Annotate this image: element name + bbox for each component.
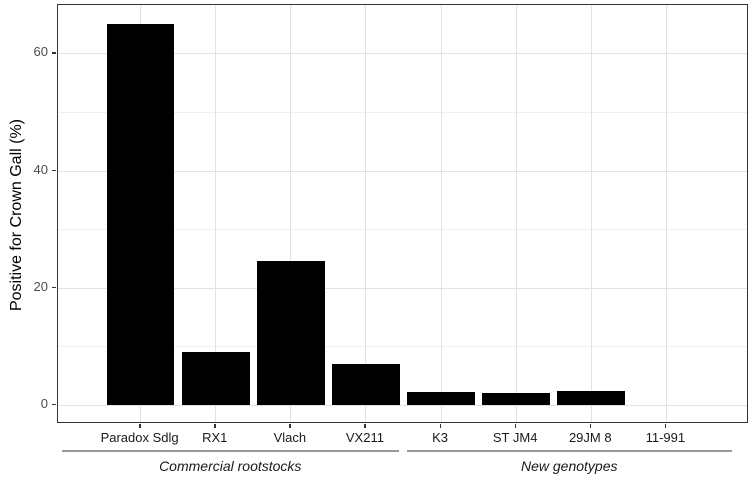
category-gridline — [665, 5, 667, 422]
y-tick-mark — [52, 286, 56, 289]
y-tick-label: 40 — [33, 161, 48, 177]
bar-paradox-sdlg — [106, 24, 175, 405]
y-tick-mark — [52, 169, 56, 172]
y-tick-label: 0 — [40, 395, 48, 411]
x-tick-label: 11-991 — [645, 430, 686, 445]
category-gridline — [590, 5, 592, 422]
y-tick-label: 60 — [33, 44, 48, 60]
major-gridline — [58, 53, 747, 55]
x-tick-mark — [664, 424, 667, 428]
x-tick-label: VX211 — [345, 430, 384, 445]
plot-panel — [57, 4, 748, 423]
y-axis-title: Positive for Crown Gall (%) — [8, 118, 25, 312]
major-gridline — [58, 170, 747, 172]
bar-vx211 — [332, 363, 400, 405]
x-tick-mark — [514, 424, 517, 428]
y-tick-mark — [52, 403, 56, 406]
x-tick-label: ST JM4 — [492, 430, 538, 445]
major-gridline — [58, 404, 747, 406]
category-gridline — [290, 5, 292, 422]
bar-29jm-8 — [557, 390, 626, 405]
y-tick-mark — [52, 52, 56, 54]
bar-k3 — [407, 392, 475, 405]
category-gridline — [440, 5, 442, 422]
y-tick-label: 20 — [33, 278, 48, 294]
x-tick-label: K3 — [432, 430, 448, 445]
x-tick-label: 29JM 8 — [568, 430, 612, 445]
bar-st-jm4 — [482, 392, 550, 405]
x-tick-mark — [439, 424, 442, 428]
category-gridline — [365, 5, 367, 422]
x-tick-label: RX1 — [202, 430, 228, 445]
x-tick-mark — [589, 424, 592, 428]
bar-rx1 — [181, 352, 250, 405]
x-tick-mark — [364, 424, 366, 428]
x-tick-mark — [214, 424, 216, 428]
bar-vlach — [257, 261, 325, 405]
group-label: Commercial rootstocks — [159, 458, 302, 474]
group-label: New genotypes — [520, 458, 618, 474]
x-tick-mark — [289, 424, 291, 428]
major-gridline — [58, 287, 747, 289]
category-gridline — [515, 5, 517, 422]
category-gridline — [215, 5, 217, 422]
minor-gridline — [58, 111, 747, 113]
x-tick-mark — [139, 424, 141, 428]
x-tick-label: Paradox Sdlg — [100, 430, 179, 445]
group-underline — [406, 450, 732, 452]
group-underline — [62, 450, 399, 452]
minor-gridline — [58, 229, 747, 231]
x-tick-label: Vlach — [273, 430, 307, 445]
minor-gridline — [58, 346, 747, 348]
